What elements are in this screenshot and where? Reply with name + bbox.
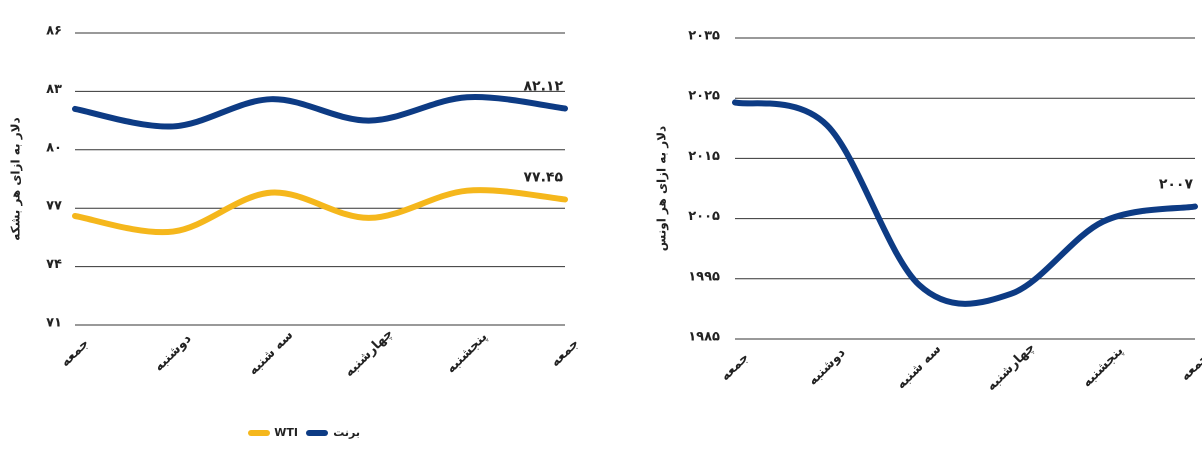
y-tick-label: ۸۰	[46, 140, 62, 155]
y-tick-label: ۱۹۸۵	[688, 330, 720, 345]
x-tick-label: دوشنبه	[151, 331, 194, 374]
line	[72, 187, 568, 236]
y-axis-label: دلار به ازای هر بشکه	[9, 117, 23, 240]
value-label: ۷۷.۴۵	[524, 169, 564, 185]
value-label: ۸۲.۱۲	[524, 79, 564, 95]
y-tick-label: ۸۶	[46, 24, 62, 39]
x-tick-label: سه شنبه	[246, 328, 297, 379]
x-tick-label: پنجشنبه	[1080, 344, 1127, 391]
y-tick-label: ۲۰۱۵	[688, 149, 720, 164]
x-tick-label: جمعه	[1178, 350, 1202, 384]
y-tick-label: ۷۱	[46, 316, 62, 331]
y-tick-label: ۷۴	[46, 257, 62, 272]
x-tick-label: چهارشنبه	[342, 326, 396, 380]
x-tick-label: دوشنبه	[805, 345, 848, 388]
y-axis-label: دلار به ازای هر اونس	[655, 126, 670, 251]
legend-label: WTI	[274, 426, 298, 439]
line	[72, 94, 568, 130]
y-tick-label: ۲۰۰۵	[688, 209, 720, 224]
x-tick-label: جمعه	[548, 336, 582, 370]
value-label: ۲۰۰۷	[1159, 177, 1194, 193]
x-tick-label: جمعه	[718, 350, 752, 384]
y-tick-label: ۲۰۲۵	[688, 89, 720, 104]
y-tick-label: ۱۹۹۵	[688, 269, 720, 284]
legend-swatch	[306, 430, 328, 436]
legend-swatch	[248, 430, 270, 436]
x-tick-label: چهارشنبه	[984, 340, 1038, 394]
x-tick-label: پنجشنبه	[444, 330, 491, 377]
line	[732, 99, 1198, 307]
legend-label: برنت	[333, 426, 360, 439]
y-tick-label: ۲۰۳۵	[688, 29, 720, 44]
y-tick-label: ۷۷	[46, 199, 62, 214]
x-tick-label: جمعه	[58, 336, 92, 370]
x-tick-label: سه شنبه	[894, 342, 945, 393]
y-tick-label: ۸۳	[46, 82, 62, 97]
